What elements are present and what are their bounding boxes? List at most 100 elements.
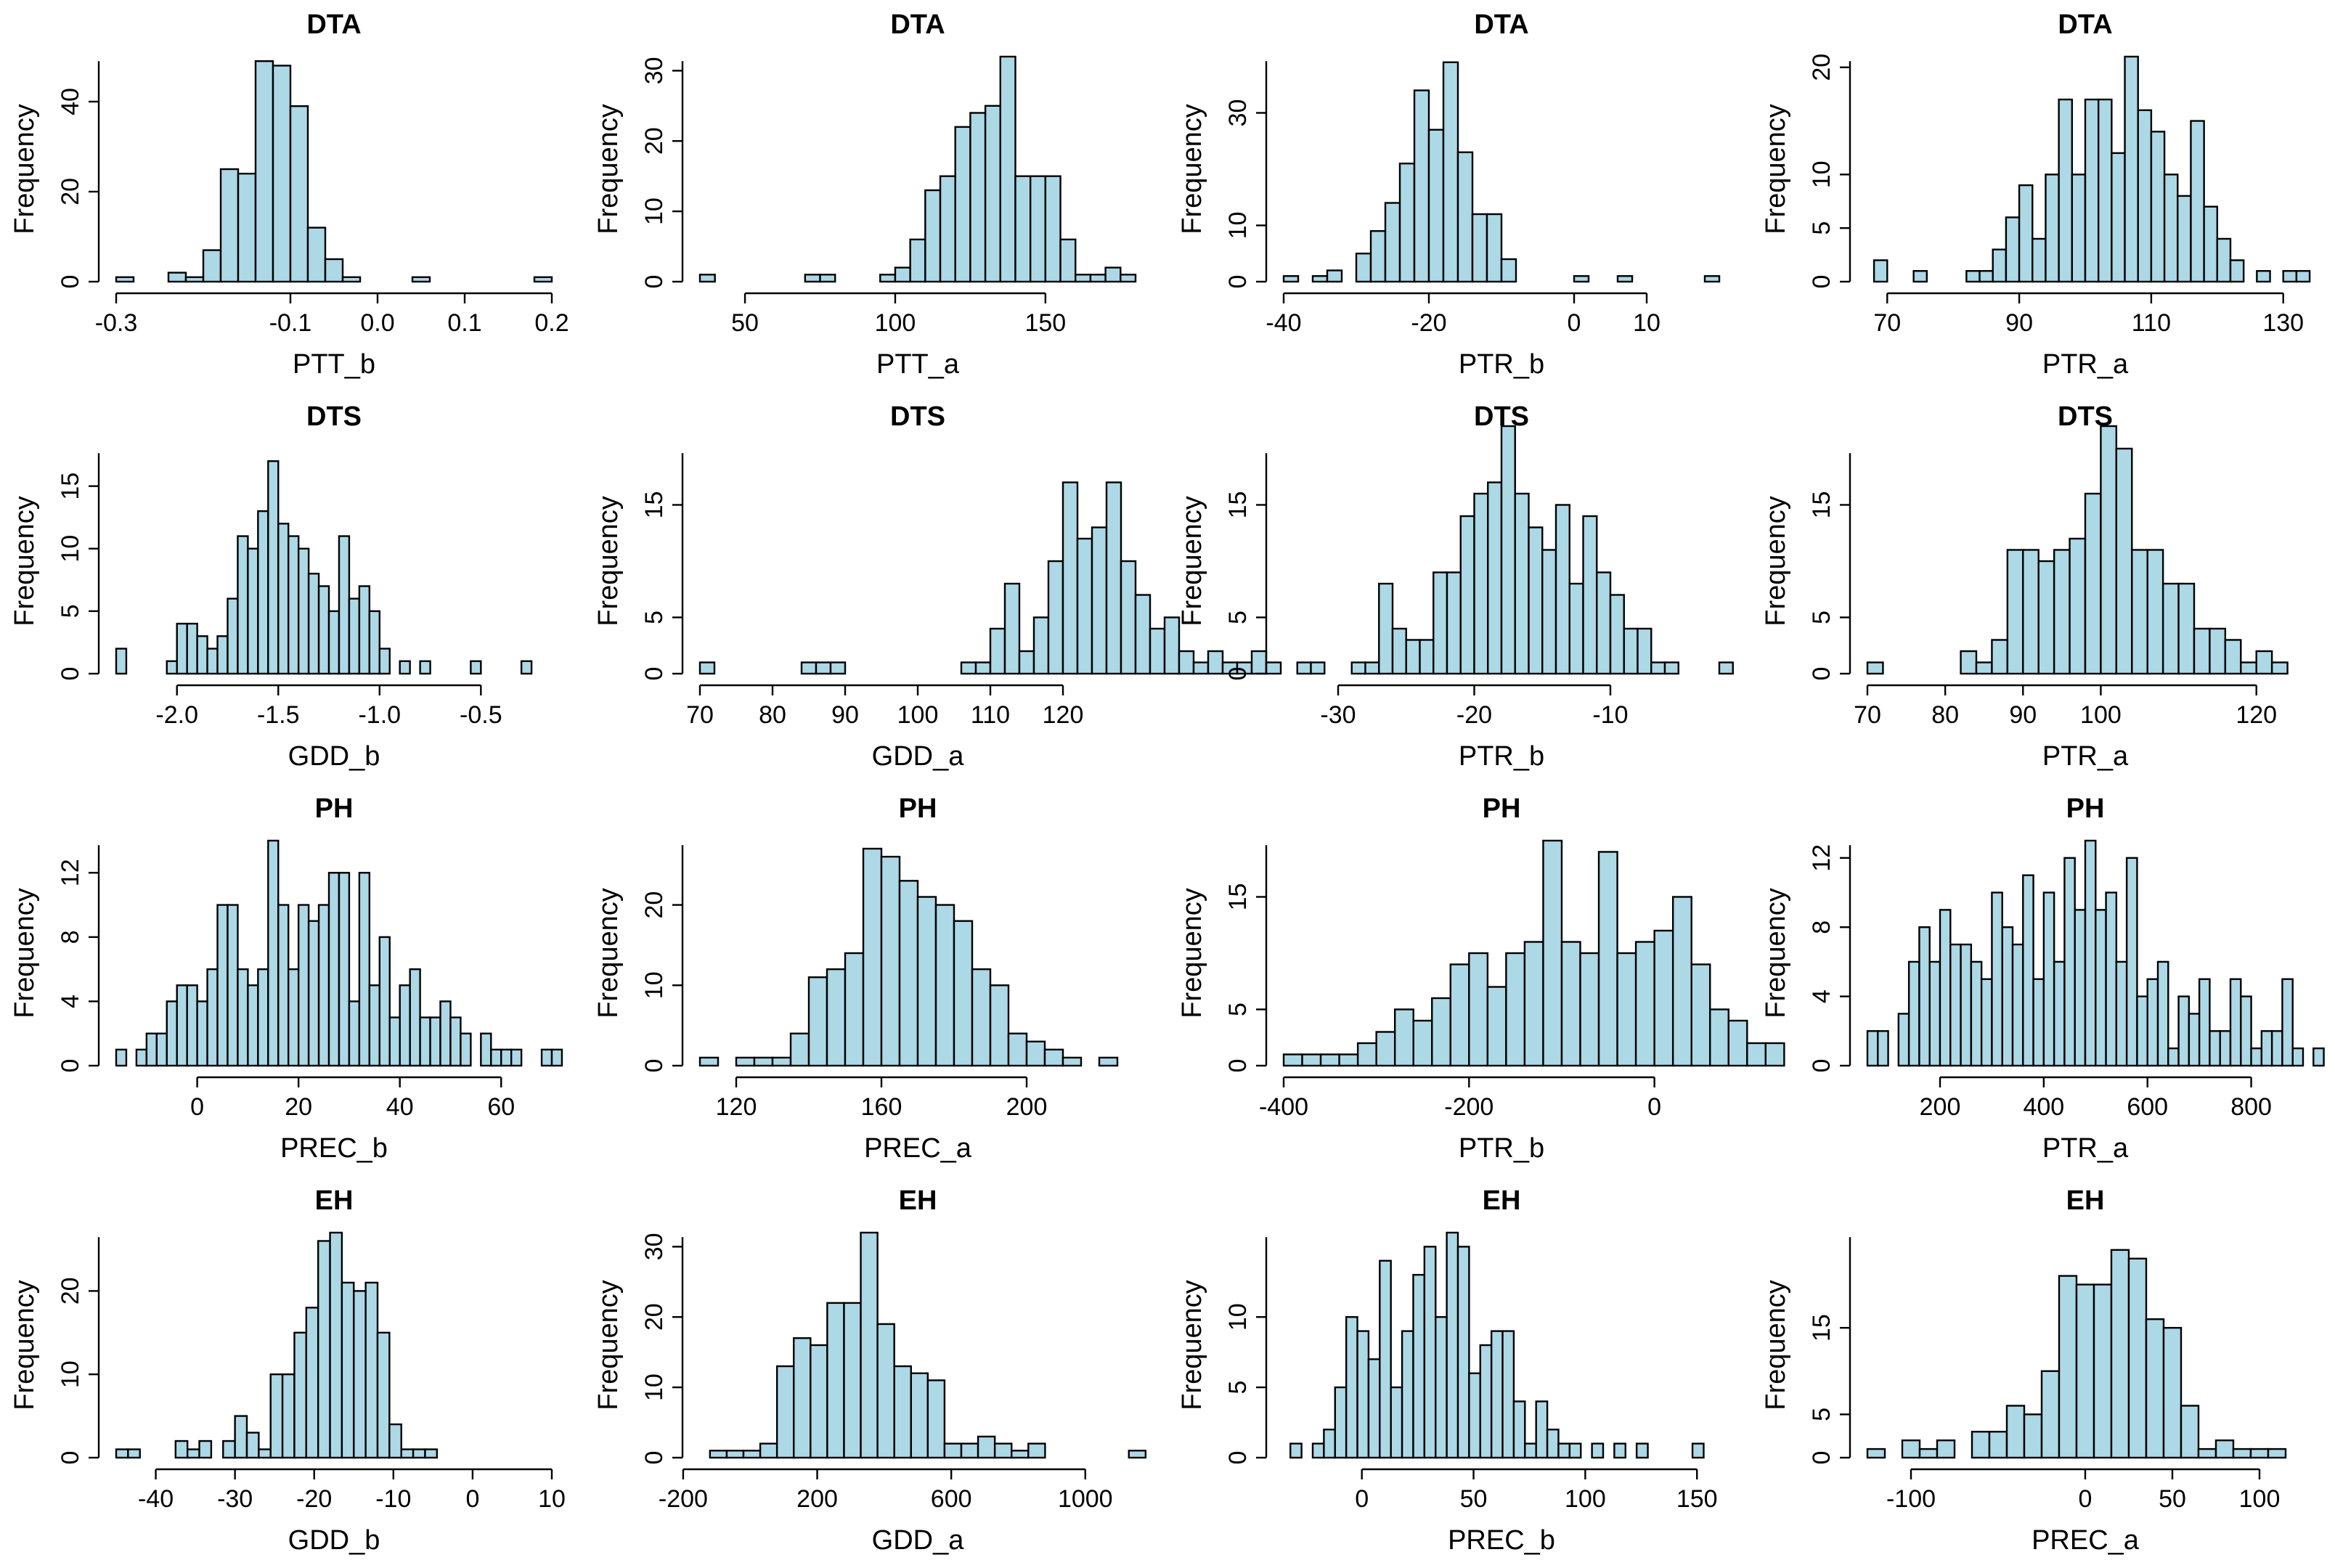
x-tick-label: 0 <box>1647 1093 1661 1121</box>
histogram-bar <box>880 855 901 1067</box>
histogram-bar <box>1960 650 1978 675</box>
y-tick-label: 0 <box>1808 1451 1835 1465</box>
x-axis-label: GDD_b <box>288 1525 380 1556</box>
histogram-bar <box>2177 582 2196 675</box>
histogram-bar <box>1468 952 1489 1067</box>
histogram-bar <box>2270 661 2289 675</box>
histogram-bar <box>2193 627 2211 675</box>
histogram-bar <box>1355 253 1372 283</box>
histogram-bar <box>1514 492 1530 675</box>
histogram-bar <box>1949 943 1962 1067</box>
chart-title: DTA <box>2058 9 2112 40</box>
histogram-bar <box>348 1000 361 1067</box>
x-tick-label: 200 <box>1920 1093 1961 1121</box>
histogram-bar <box>826 1302 845 1459</box>
histogram-bar <box>1323 1429 1336 1459</box>
histogram-bar <box>804 274 821 283</box>
histogram-bar <box>2209 1030 2221 1067</box>
histogram-panel-4: DTS -2.0 -1.5 -1.0 -0.5 GDD_b 0 5 10 15 Frequency <box>0 392 584 784</box>
y-axis-label: Frequency <box>9 1280 40 1410</box>
histogram-bar <box>971 968 992 1067</box>
x-tick-label: -0.3 <box>95 309 138 337</box>
histogram-svg: DTA 50 100 150 PTT_a 0 10 20 30 Frequency <box>593 9 1137 380</box>
histogram-bar <box>1866 1030 1879 1067</box>
x-axis-label: GDD_a <box>872 741 965 772</box>
y-tick-label: 5 <box>1224 611 1252 624</box>
histogram-bar <box>2115 960 2128 1067</box>
histogram-bar <box>1401 1330 1414 1459</box>
histogram-bar <box>999 55 1016 283</box>
histogram-bar <box>709 1450 728 1459</box>
histogram-bar <box>245 1432 260 1459</box>
y-tick-label: 20 <box>640 1303 668 1331</box>
x-tick-label: 0.2 <box>534 309 569 337</box>
histogram-bar <box>1597 851 1618 1067</box>
x-tick-label: -400 <box>1259 1093 1308 1121</box>
x-tick-label: 0.1 <box>447 309 481 337</box>
chart-title: PH <box>2066 793 2105 824</box>
y-tick-label: 30 <box>1224 99 1252 127</box>
histogram-bar <box>2125 857 2138 1067</box>
histogram-bar <box>186 984 198 1067</box>
y-axis-label: Frequency <box>593 496 624 626</box>
y-tick-label: 20 <box>57 178 84 205</box>
histogram-bar <box>307 573 320 675</box>
histogram-bar <box>1671 896 1692 1067</box>
histogram-bar <box>470 660 482 675</box>
x-tick-label: 90 <box>2005 309 2033 337</box>
x-tick-label: -200 <box>1444 1093 1493 1121</box>
histogram-bar <box>227 904 239 1067</box>
histogram-bar <box>2069 537 2087 675</box>
x-tick-label: 90 <box>831 701 859 729</box>
histogram-bar <box>775 1365 795 1459</box>
histogram-bar <box>1282 275 1300 283</box>
histogram-bar <box>2058 98 2074 283</box>
histogram-bar <box>234 1415 248 1459</box>
histogram-bar <box>1512 1400 1526 1459</box>
histogram-bar <box>184 276 205 283</box>
histogram-bar <box>145 1032 158 1067</box>
histogram-bar <box>977 1435 996 1459</box>
histogram-bar <box>2177 195 2192 283</box>
y-tick-label: 10 <box>57 1360 84 1388</box>
histogram-bar <box>2256 270 2271 283</box>
histogram-bar <box>1029 175 1047 283</box>
histogram-bar <box>460 1032 472 1067</box>
histogram-bar <box>924 189 942 283</box>
histogram-bar <box>1007 1032 1028 1067</box>
histogram-bar <box>1091 526 1108 675</box>
x-tick-label: -40 <box>138 1485 174 1513</box>
histogram-bar <box>2100 425 2118 675</box>
x-tick-label: 150 <box>1024 309 1066 337</box>
histogram-bar <box>1427 128 1445 283</box>
histogram-bar <box>993 1442 1013 1459</box>
histogram-bar <box>115 276 135 283</box>
x-tick-label: -1.0 <box>358 701 401 729</box>
histogram-bar <box>2011 943 2024 1067</box>
histogram-bar <box>1025 1040 1046 1067</box>
histogram-bar <box>378 936 391 1067</box>
histogram-bar <box>2042 891 2055 1067</box>
histogram-bar <box>2232 1447 2252 1459</box>
y-axis-label: Frequency <box>1761 496 1791 626</box>
histogram-bar <box>341 1281 355 1459</box>
histogram-bar <box>725 1450 745 1459</box>
histogram-bar <box>247 984 259 1067</box>
histogram-bar <box>174 1440 189 1459</box>
histogram-bar <box>1991 891 2003 1067</box>
histogram-bar <box>1310 661 1326 675</box>
histogram-bar <box>1635 1442 1649 1459</box>
x-tick-label: 0 <box>1568 309 1581 337</box>
y-tick-label: 0 <box>1224 1059 1252 1073</box>
histogram-bar <box>2295 270 2311 283</box>
histogram-panel-8: PH 0 20 40 60 PREC_b 0 4 8 12 Frequency <box>0 784 584 1176</box>
histogram-bar <box>1965 270 1981 283</box>
histogram-bar <box>364 1281 379 1459</box>
histogram-bar <box>1971 1431 1991 1459</box>
histogram-bar <box>429 1016 441 1067</box>
y-axis-label: Frequency <box>1177 496 1207 626</box>
histogram-bar <box>2040 1370 2061 1459</box>
histogram-bar <box>1918 926 1931 1067</box>
histogram-bar <box>186 622 198 675</box>
histogram-bar <box>2084 839 2097 1067</box>
